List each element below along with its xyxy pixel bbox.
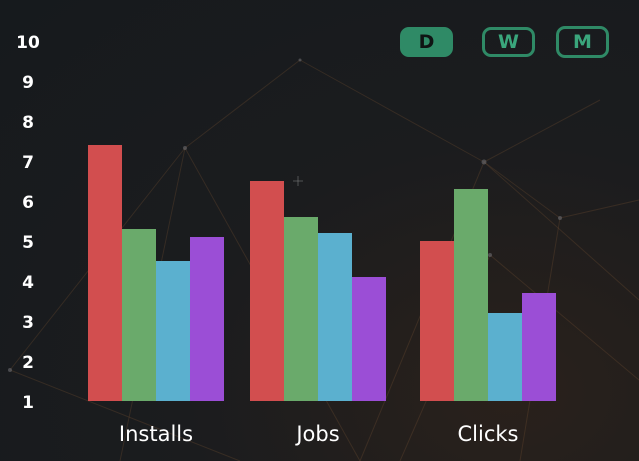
bar-clicks-series-1[interactable] bbox=[420, 241, 454, 401]
y-tick-label: 9 bbox=[22, 73, 34, 93]
category-label-installs: Installs bbox=[119, 422, 193, 446]
bar-jobs-series-4[interactable] bbox=[352, 277, 386, 401]
bar-clicks-series-2[interactable] bbox=[454, 189, 488, 401]
bar-jobs-series-1[interactable] bbox=[250, 181, 284, 401]
week-toggle-button[interactable]: W bbox=[482, 27, 535, 57]
bar-installs-series-3[interactable] bbox=[156, 261, 190, 401]
y-tick-label: 8 bbox=[22, 113, 34, 133]
bar-jobs-series-2[interactable] bbox=[284, 217, 318, 401]
month-toggle-button[interactable]: M bbox=[556, 26, 609, 58]
bar-clicks-series-3[interactable] bbox=[488, 313, 522, 401]
y-tick-label: 2 bbox=[22, 353, 34, 373]
category-label-clicks: Clicks bbox=[458, 422, 519, 446]
y-tick-label: 3 bbox=[22, 313, 34, 333]
y-tick-label: 6 bbox=[22, 193, 34, 213]
y-tick-label: 10 bbox=[16, 33, 40, 53]
category-label-jobs: Jobs bbox=[294, 422, 339, 446]
day-toggle-button[interactable]: D bbox=[400, 27, 453, 57]
y-tick-label: 5 bbox=[22, 233, 34, 253]
y-tick-label: 4 bbox=[22, 273, 34, 293]
bar-installs-series-1[interactable] bbox=[88, 145, 122, 401]
bar-jobs-series-3[interactable] bbox=[318, 233, 352, 401]
bar-installs-series-2[interactable] bbox=[122, 229, 156, 401]
y-tick-label: 7 bbox=[22, 153, 34, 173]
bar-installs-series-4[interactable] bbox=[190, 237, 224, 401]
y-tick-label: 1 bbox=[22, 393, 34, 413]
bar-clicks-series-4[interactable] bbox=[522, 293, 556, 401]
